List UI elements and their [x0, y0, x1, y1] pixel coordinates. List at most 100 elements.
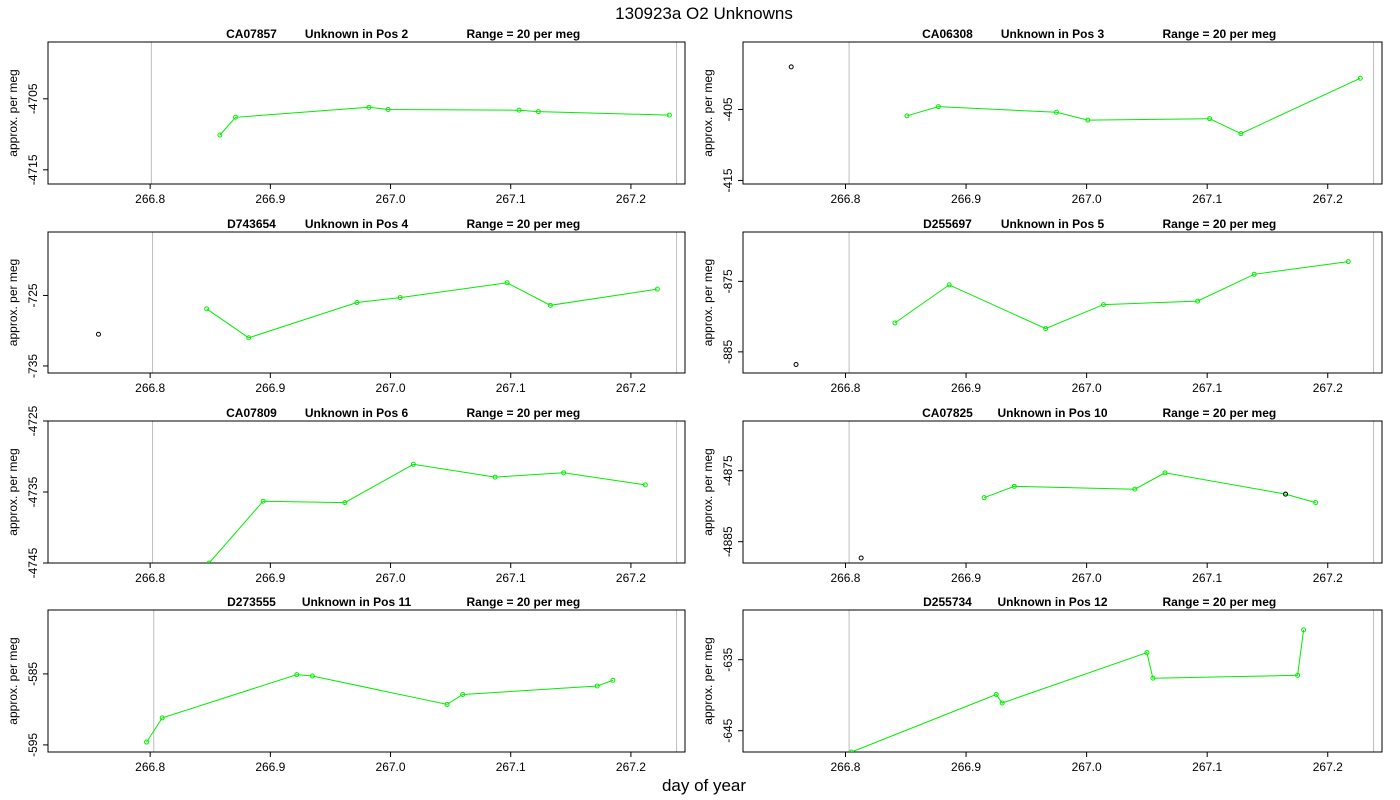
panel-2: CA06308 Unknown in Pos 3 Range = 20 per me…: [701, 27, 1383, 206]
data-point: [354, 300, 360, 305]
y-tick-label: -4705: [26, 83, 40, 114]
series-line: [851, 629, 1305, 752]
data-point: [385, 106, 391, 112]
series-line: [219, 106, 670, 136]
x-tick-label: 266.9: [255, 571, 285, 585]
data-point: [1238, 131, 1244, 137]
panel-8: D255734 Unknown in Pos 12 Range = 20 per m…: [701, 595, 1383, 774]
x-tick-label: 267.2: [1313, 192, 1343, 206]
data-point: [204, 306, 210, 312]
x-tick-label: 266.8: [135, 760, 165, 774]
panel-position: Unknown in Pos 6: [305, 406, 409, 420]
panel-5: CA07809 Unknown in Pos 6 Range = 20 per me…: [6, 405, 686, 585]
panel-id: D255734: [923, 595, 972, 609]
x-tick-label: 266.8: [135, 381, 165, 395]
outlier-point: [1283, 491, 1289, 497]
series-group: [144, 672, 616, 745]
data-point: [1132, 486, 1138, 492]
plot-frame: [47, 609, 686, 753]
series-group: [217, 104, 672, 138]
x-tick-label: 267.0: [1072, 571, 1102, 585]
y-tick-label: -885: [721, 340, 735, 364]
panel-3: D743654 Unknown in Pos 4 Range = 20 per me…: [6, 217, 686, 395]
data-point: [1357, 75, 1363, 81]
data-point: [309, 673, 315, 679]
data-point: [294, 672, 300, 678]
x-tick-label: 267.2: [616, 760, 646, 774]
x-tick-label: 267.1: [496, 192, 526, 206]
series-line: [206, 282, 658, 339]
x-tick-label: 266.9: [951, 192, 981, 206]
panel-position: Unknown in Pos 4: [305, 217, 409, 231]
x-tick-label: 267.0: [1072, 381, 1102, 395]
y-tick-label: -4745: [26, 547, 40, 578]
panel-id: CA07825: [922, 406, 973, 420]
series-line: [894, 261, 1349, 330]
data-point: [1301, 627, 1307, 633]
panel-range: Range = 20 per meg: [1163, 217, 1277, 231]
data-point: [547, 302, 553, 308]
data-point: [410, 461, 416, 467]
data-point: [1345, 259, 1351, 265]
series-group: [206, 461, 648, 563]
y-tick-label: -635: [721, 647, 735, 671]
data-point: [1043, 326, 1049, 332]
data-point: [1313, 500, 1319, 506]
outlier-point: [793, 362, 799, 368]
data-point: [1251, 271, 1257, 277]
x-tick-label: 267.2: [616, 192, 646, 206]
data-point: [904, 113, 910, 119]
data-point: [260, 498, 266, 504]
panel-range: Range = 20 per meg: [467, 595, 581, 609]
y-axis-label: approx. per meg: [6, 448, 20, 535]
x-tick-label: 266.8: [135, 192, 165, 206]
data-point: [397, 295, 403, 301]
panel-id: D743654: [227, 217, 276, 231]
panel-range: Range = 20 per meg: [1163, 595, 1277, 609]
x-tick-label: 267.2: [616, 571, 646, 585]
x-tick-label: 266.9: [951, 760, 981, 774]
panels-group: CA07857 Unknown in Pos 2 Range = 20 per me…: [6, 27, 1383, 774]
panel-1: CA07857 Unknown in Pos 2 Range = 20 per me…: [6, 27, 686, 206]
x-tick-label: 267.1: [496, 571, 526, 585]
x-tick-label: 267.1: [1192, 381, 1222, 395]
panel-range: Range = 20 per meg: [1163, 406, 1277, 420]
x-tick-label: 266.9: [951, 381, 981, 395]
data-point: [1085, 117, 1091, 123]
x-tick-label: 267.0: [376, 571, 406, 585]
y-tick-label: -585: [26, 662, 40, 686]
y-tick-label: -875: [721, 269, 735, 293]
x-tick-label: 266.8: [830, 381, 860, 395]
data-point: [492, 474, 498, 480]
y-tick-label: -4725: [26, 405, 40, 436]
data-point: [1295, 672, 1301, 678]
panel-id: CA07809: [226, 406, 277, 420]
panel-7: D273555 Unknown in Pos 11 Range = 20 per m…: [6, 595, 686, 774]
x-tick-label: 266.8: [830, 192, 860, 206]
plot-frame: [742, 231, 1383, 374]
series-line: [208, 463, 646, 563]
x-tick-label: 266.9: [255, 192, 285, 206]
data-point: [366, 104, 372, 110]
x-tick-label: 267.2: [1313, 381, 1343, 395]
x-tick-label: 267.2: [1313, 571, 1343, 585]
y-tick-label: -415: [721, 168, 735, 192]
series-group: [858, 470, 1319, 561]
plot-frame: [742, 609, 1383, 753]
data-point: [935, 104, 941, 110]
series-line: [146, 674, 614, 743]
y-axis-label: approx. per meg: [701, 637, 715, 724]
panel-position: Unknown in Pos 2: [305, 27, 409, 41]
outlier-point: [788, 64, 794, 70]
data-point: [444, 701, 450, 707]
x-axis-label: day of year: [662, 776, 746, 795]
panel-position: Unknown in Pos 10: [997, 406, 1107, 420]
y-tick-label: -4875: [721, 455, 735, 486]
panel-range: Range = 20 per meg: [467, 27, 581, 41]
data-point: [504, 280, 510, 286]
x-tick-label: 266.9: [255, 381, 285, 395]
x-tick-label: 267.2: [616, 381, 646, 395]
panel-position: Unknown in Pos 11: [302, 595, 412, 609]
data-point: [535, 109, 541, 115]
